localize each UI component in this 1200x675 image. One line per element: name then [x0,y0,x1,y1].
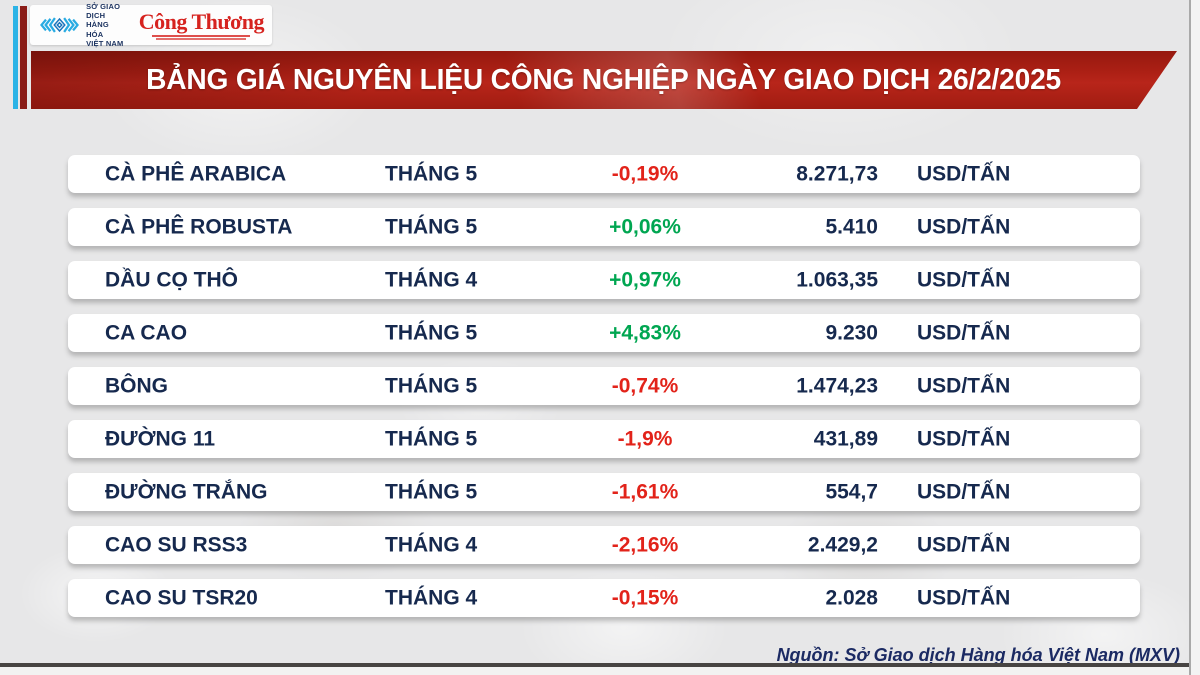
contract-month: THÁNG 5 [385,321,478,345]
contract-month: THÁNG 4 [385,533,478,557]
congthuong-tagline-line [156,38,247,40]
table-row: CAO SU RSS3 THÁNG 4 -2,16% 2.429,2 USD/T… [68,526,1140,564]
percent-change: +4,83% [609,321,681,345]
bottom-margin [0,667,1200,675]
price-unit: USD/TẤN [917,162,1011,186]
percent-change: -1,9% [617,427,673,451]
price-value: 1.474,23 [796,374,878,398]
contract-month: THÁNG 5 [385,162,478,186]
contract-month: THÁNG 5 [385,480,478,504]
congthuong-logo-text: Công Thương [138,8,265,34]
commodity-name: CAO SU RSS3 [105,533,248,557]
table-row: CÀ PHÊ ROBUSTA THÁNG 5 +0,06% 5.410 USD/… [68,208,1140,246]
percent-change: +0,06% [609,215,681,239]
price-unit: USD/TẤN [917,215,1011,239]
contract-month: THÁNG 5 [385,427,478,451]
price-unit: USD/TẤN [917,480,1011,504]
price-value: 2.028 [825,586,878,610]
table-row: CÀ PHÊ ARABICA THÁNG 5 -0,19% 8.271,73 U… [68,155,1140,193]
commodity-name: BÔNG [105,374,168,398]
mxv-logo-line: HÀNG HÓA [86,20,109,39]
contract-month: THÁNG 4 [385,586,478,610]
page-title: BẢNG GIÁ NGUYÊN LIỆU CÔNG NGHIỆP NGÀY GI… [146,63,1062,96]
right-margin [1191,0,1200,675]
price-value: 5.410 [825,215,878,239]
price-unit: USD/TẤN [917,268,1011,292]
price-value: 2.429,2 [807,533,878,557]
title-banner: BẢNG GIÁ NGUYÊN LIỆU CÔNG NGHIỆP NGÀY GI… [31,51,1177,109]
table-row: DẦU CỌ THÔ THÁNG 4 +0,97% 1.063,35 USD/T… [68,261,1140,299]
percent-change: -0,19% [611,162,679,186]
commodity-name: CA CAO [105,321,188,345]
price-unit: USD/TẤN [917,321,1011,345]
table-row: CA CAO THÁNG 5 +4,83% 9.230 USD/TẤN [68,314,1140,352]
percent-change: -0,15% [611,586,679,610]
price-unit: USD/TẤN [917,586,1011,610]
commodity-name: CAO SU TSR20 [105,586,258,610]
mxv-logo-text: SỞ GIAO DỊCH HÀNG HÓA VIỆT NAM [86,2,128,49]
contract-month: THÁNG 4 [385,268,478,292]
table-row: ĐƯỜNG TRẮNG THÁNG 5 -1,61% 554,7 USD/TẤN [68,473,1140,511]
contract-month: THÁNG 5 [385,374,478,398]
percent-change: +0,97% [609,268,681,292]
table-row: CAO SU TSR20 THÁNG 4 -0,15% 2.028 USD/TẤ… [68,579,1140,617]
right-border-line [1189,0,1191,675]
congthuong-tagline-line [152,34,251,37]
price-unit: USD/TẤN [917,427,1011,451]
percent-change: -1,61% [611,480,679,504]
table-row: ĐƯỜNG 11 THÁNG 5 -1,9% 431,89 USD/TẤN [68,420,1140,458]
commodity-name: ĐƯỜNG TRẮNG [105,480,268,504]
commodity-name: ĐƯỜNG 11 [105,427,216,451]
percent-change: -2,16% [611,533,679,557]
commodity-name: DẦU CỌ THÔ [105,268,238,292]
price-value: 9.230 [825,321,878,345]
price-table: CÀ PHÊ ARABICA THÁNG 5 -0,19% 8.271,73 U… [68,155,1140,632]
price-value: 1.063,35 [796,268,878,292]
price-unit: USD/TẤN [917,533,1011,557]
price-value: 554,7 [825,480,878,504]
commodity-name: CÀ PHÊ ROBUSTA [105,215,293,239]
price-value: 431,89 [813,427,878,451]
mxv-diamond-chevrons-icon [40,17,80,33]
price-unit: USD/TẤN [917,374,1011,398]
mxv-logo-line: SỞ GIAO DỊCH [86,1,121,20]
source-attribution: Nguồn: Sở Giao dịch Hàng hóa Việt Nam (M… [776,645,1180,665]
percent-change: -0,74% [611,374,679,398]
bottom-border-line [0,663,1200,667]
congthuong-logo: Công Thương [138,8,265,40]
table-row: BÔNG THÁNG 5 -0,74% 1.474,23 USD/TẤN [68,367,1140,405]
logo-plate: SỞ GIAO DỊCH HÀNG HÓA VIỆT NAM Công Thươ… [30,2,272,48]
price-value: 8.271,73 [796,162,878,186]
contract-month: THÁNG 5 [385,215,478,239]
left-maroon-stripe [20,6,27,109]
commodity-name: CÀ PHÊ ARABICA [105,162,287,186]
mxv-logo-line: VIỆT NAM [86,39,124,49]
left-cyan-stripe [13,6,18,109]
